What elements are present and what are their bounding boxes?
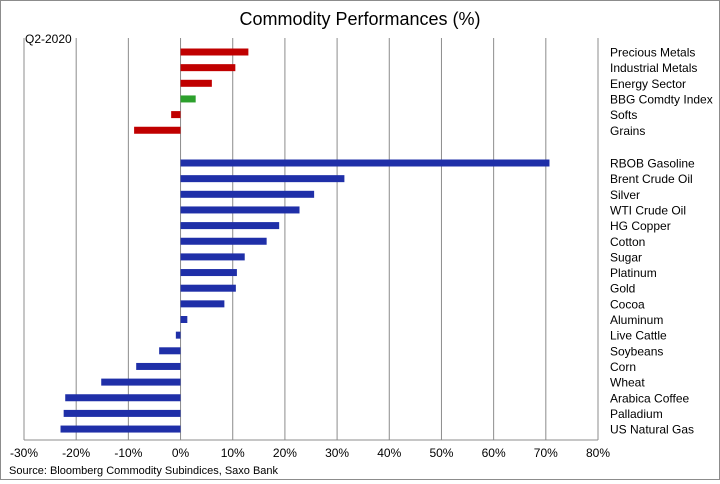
x-tick-label: -20% [62,446,90,460]
category-label: Cotton [610,235,645,249]
category-label: RBOB Gasoline [610,157,695,171]
category-label: Platinum [610,266,657,280]
x-tick-label: 70% [534,446,558,460]
bar-wti-crude-oil [180,206,300,214]
x-tick-labels: -30% -20% -10% 0% 10% 20% 30% 40% 50% 60% 70% 80% [10,446,610,460]
bar-sugar [180,253,245,261]
category-label: Cocoa [610,297,645,311]
category-label: HG Copper [610,219,671,233]
category-label: Silver [610,188,640,202]
bar-wheat [101,378,181,386]
source-note: Source: Bloomberg Commodity Subindices, … [9,465,279,477]
category-label: Corn [610,360,636,374]
bar-palladium [63,409,181,417]
x-tick-label: 0% [172,446,190,460]
bar-aluminum [180,316,188,323]
bar-cotton [180,237,267,245]
category-label: US Natural Gas [610,423,694,437]
x-tick-label: -10% [114,446,142,460]
category-label: Palladium [610,407,663,421]
category-label: Gold [610,282,635,296]
bar-grains [134,126,181,134]
x-tick-label: 80% [586,446,610,460]
x-tick-label: 20% [273,446,297,460]
bar-precious-metals [180,48,249,56]
x-tick-label: 10% [221,446,245,460]
chart-title: Commodity Performances (%) [239,9,480,29]
x-tick-label: 30% [325,446,349,460]
bars [60,48,550,433]
x-tick-label: 60% [482,446,506,460]
category-label: WTI Crude Oil [610,203,686,217]
category-label: Grains [610,124,645,138]
bar-platinum [180,269,237,277]
bar-softs [171,111,181,119]
bar-gold [180,284,236,292]
x-tick-label: 40% [377,446,401,460]
bar-hg-copper [180,222,280,230]
bar-bbg-comdty-index [180,95,196,103]
bar-cocoa [180,300,225,308]
category-label: Aluminum [610,313,663,327]
x-tick-label: -30% [10,446,38,460]
category-label: Softs [610,108,637,122]
category-label: Wheat [610,376,645,390]
bar-industrial-metals [180,64,236,72]
bar-energy-sector [180,79,212,87]
period-label: Q2-2020 [25,32,72,46]
category-label: Sugar [610,250,642,264]
category-label: Arabica Coffee [610,391,689,405]
bar-live-cattle [175,331,181,339]
category-label: Industrial Metals [610,61,697,75]
bar-silver [180,190,315,198]
category-label: BBG Comdty Index [610,92,713,106]
bar-corn [136,362,181,370]
bar-soybeans [159,347,181,355]
bar-arabica-coffee [65,394,181,402]
category-label: Precious Metals [610,46,695,60]
category-label: Energy Sector [610,77,686,91]
category-label: Live Cattle [610,329,667,343]
bar-us-natural-gas [60,425,181,433]
category-label: Brent Crude Oil [610,172,693,186]
bar-brent-crude-oil [180,175,345,183]
bar-rbob-gasoline [180,159,550,167]
x-tick-label: 50% [429,446,453,460]
category-label: Soybeans [610,344,663,358]
